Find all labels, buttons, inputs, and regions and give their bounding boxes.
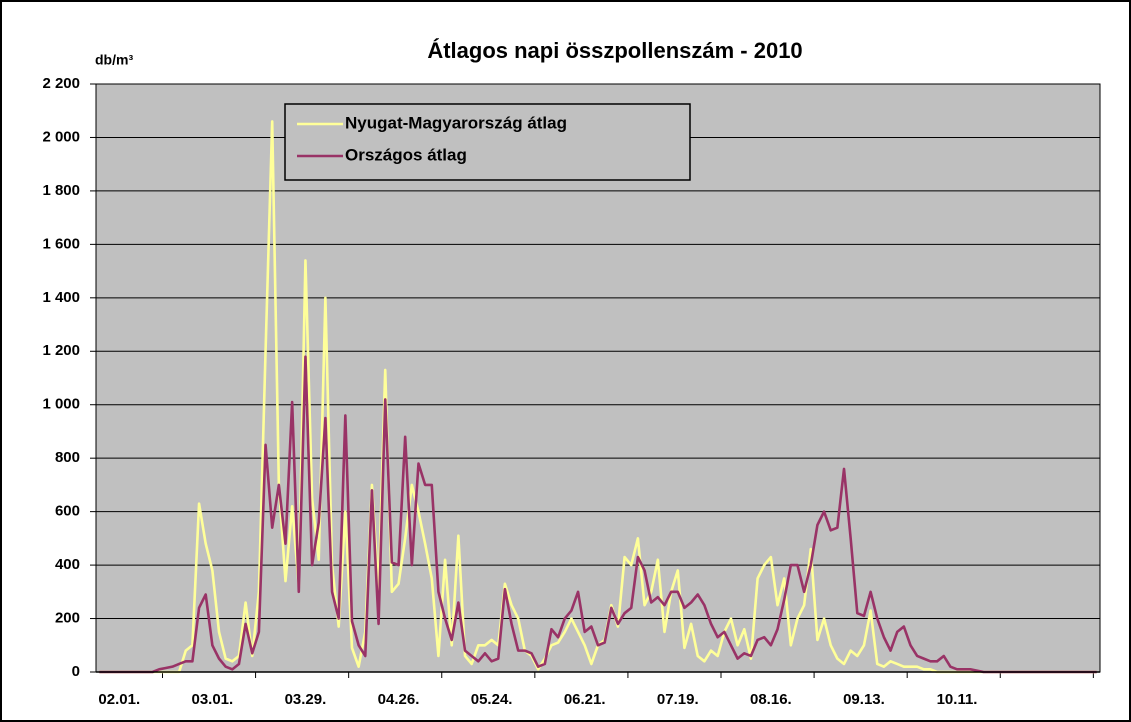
y-tick-label: 2 000: [42, 128, 80, 145]
y-tick-label: 1 400: [42, 289, 80, 306]
y-tick-label: 1 200: [42, 342, 80, 359]
legend-box: [284, 103, 691, 181]
x-tick-label: 03.29.: [285, 691, 327, 708]
y-tick-label: 1 800: [42, 182, 80, 199]
y-tick-label: 400: [55, 556, 80, 573]
legend-label: Országos átlag: [345, 145, 467, 164]
y-tick-label: 600: [55, 503, 80, 520]
x-tick-label: 04.26.: [378, 691, 420, 708]
y-tick-label: 200: [55, 610, 80, 627]
x-tick-label: 08.16.: [750, 691, 792, 708]
chart-title: Átlagos napi összpollenszám - 2010: [427, 38, 802, 63]
plot-area: [96, 84, 1100, 672]
y-tick-label: 2 200: [42, 75, 80, 92]
y-tick-label: 0: [72, 663, 80, 680]
legend: Nyugat-Magyarország átlag Országos átlag: [284, 103, 691, 181]
y-tick-label: 1 600: [42, 235, 80, 252]
y-tick-label: 1 000: [42, 396, 80, 413]
x-tick-label: 03.01.: [191, 691, 233, 708]
x-tick-label: 02.01.: [98, 691, 140, 708]
series-line: [99, 355, 1097, 674]
legend-label: Nyugat-Magyarország átlag: [345, 113, 567, 132]
x-tick-label: 06.21.: [564, 691, 606, 708]
y-tick-label: 800: [55, 449, 80, 466]
x-tick-label: 10.11.: [937, 691, 978, 708]
x-tick-label: 05.24.: [471, 691, 513, 708]
x-tick-label: 09.13.: [843, 691, 885, 708]
y-axis-label: db/m³: [95, 52, 133, 68]
x-tick-label: 07.19.: [657, 691, 699, 708]
